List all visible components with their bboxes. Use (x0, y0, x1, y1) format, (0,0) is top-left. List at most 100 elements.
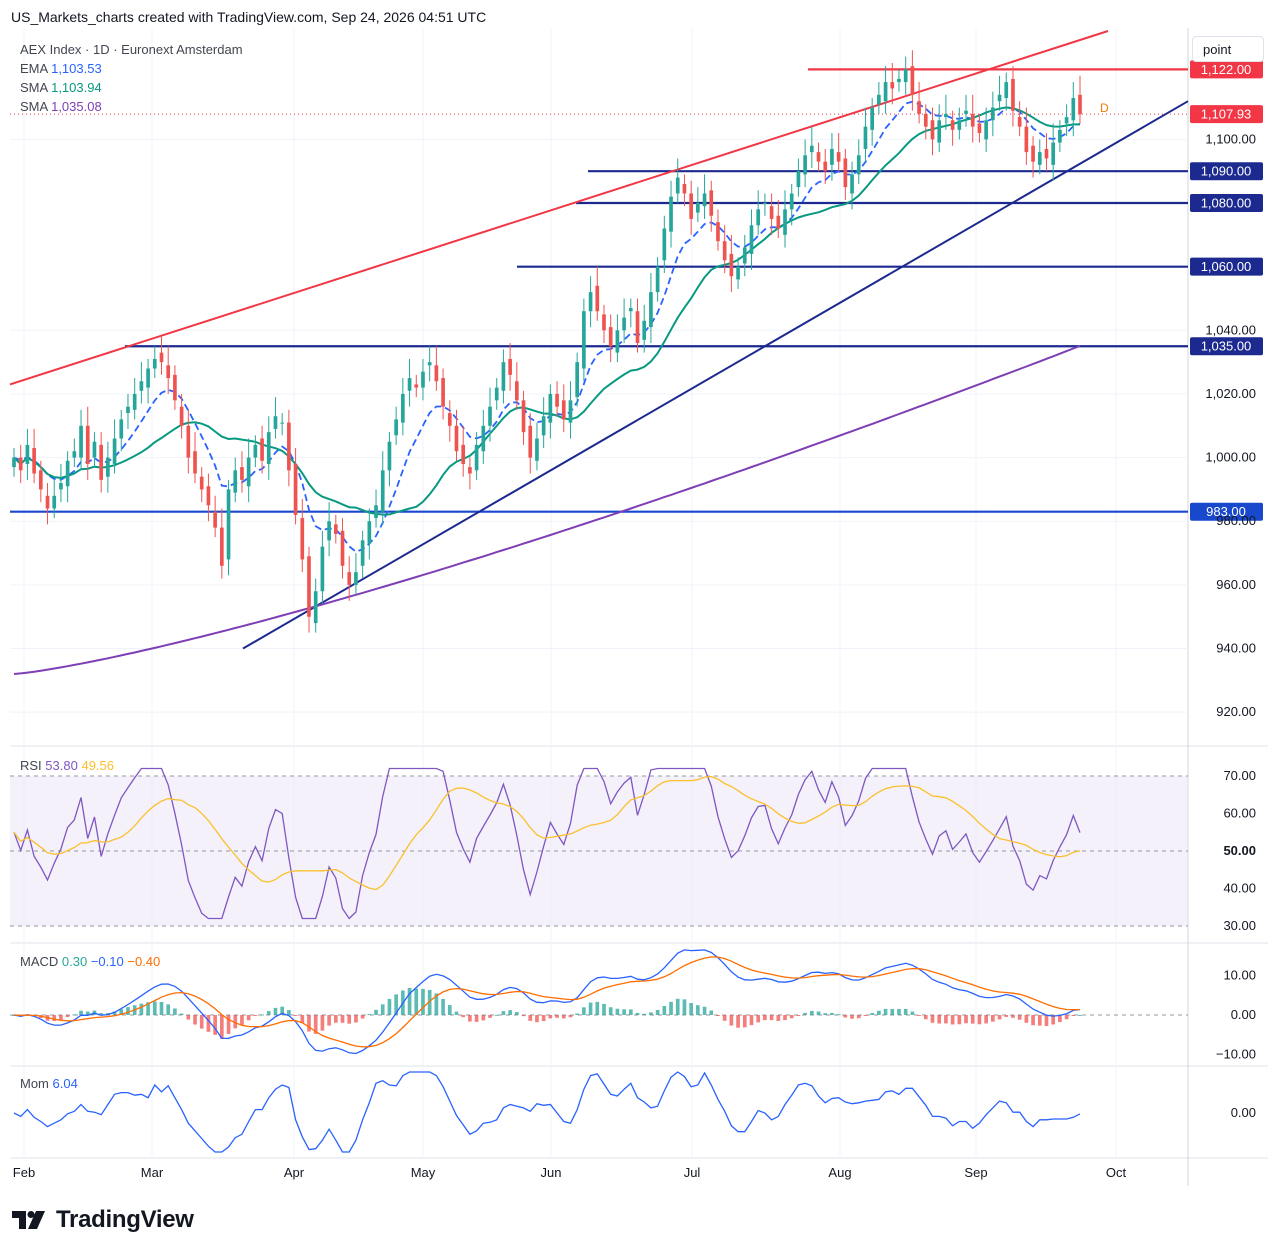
macd-histogram-bar (937, 1015, 942, 1024)
time-tick-label: Feb (13, 1165, 35, 1180)
candle-body (253, 444, 258, 458)
macd-histogram-bar (1071, 1015, 1076, 1016)
macd-histogram-bar (655, 1009, 660, 1015)
candle-body (535, 438, 539, 461)
sma-slow-label: SMA (20, 99, 48, 114)
momentum-pane (13, 1071, 1081, 1153)
candle-body (226, 489, 231, 560)
rsi-pane (13, 767, 1081, 920)
candle-body (716, 222, 720, 242)
candle-body (1017, 117, 1022, 127)
candle-body (25, 444, 30, 464)
candle-body (52, 495, 57, 509)
macd-histogram-bar (508, 1010, 512, 1015)
macd-pane (10, 949, 1188, 1055)
candle-body (179, 406, 184, 426)
candle-body (340, 530, 345, 566)
candle-body (756, 209, 761, 226)
macd-line-value: −0.10 (90, 954, 124, 969)
macd-histogram-bar (863, 1015, 868, 1016)
candle-body (930, 120, 935, 140)
resistance-trendline (9, 30, 1109, 386)
macd-histogram-bar (494, 1014, 499, 1016)
candle-body (702, 193, 707, 207)
candle-body (696, 203, 700, 213)
candle-body (213, 511, 217, 528)
macd-histogram-bar (434, 993, 439, 1015)
macd-histogram-bar (474, 1015, 479, 1022)
candle-body (38, 470, 43, 490)
level-price-tag (1190, 162, 1263, 181)
macd-histogram-bar (112, 1011, 117, 1015)
candle-body (72, 451, 77, 458)
candle-body (99, 444, 103, 480)
candle-body (575, 362, 580, 398)
candle-body (1064, 117, 1069, 124)
candle-body (32, 448, 36, 474)
candle-body (997, 94, 1002, 102)
macd-histogram-bar (789, 1015, 794, 1019)
candle-body (870, 107, 874, 130)
macd-histogram-bar (454, 1011, 459, 1015)
candle-body (233, 470, 238, 493)
symbol-title: AEX Index · 1D · Euronext Amsterdam (20, 42, 243, 57)
candle-body (313, 591, 318, 624)
macd-histogram-bar (783, 1015, 787, 1021)
macd-histogram-bar (568, 1015, 573, 1018)
level-price-label: 1,060.00 (1201, 259, 1252, 274)
candle-body (1078, 94, 1082, 115)
candle-body (287, 422, 291, 471)
candle-body (220, 527, 224, 566)
candle-body (454, 425, 459, 452)
candle-body (367, 521, 372, 544)
macd-histogram-bar (991, 1015, 995, 1022)
candle-body (246, 457, 251, 487)
macd-histogram-bar (662, 1006, 667, 1015)
macd-histogram-bar (890, 1008, 895, 1015)
candle-body (742, 247, 747, 264)
macd-histogram-bar (340, 1015, 345, 1023)
macd-histogram-bar (722, 1015, 727, 1021)
time-tick-label: Jun (541, 1165, 562, 1180)
dividend-marker: D (1100, 101, 1109, 115)
time-tick-label: Apr (284, 1165, 305, 1180)
candle-body (501, 362, 506, 391)
candle-body (92, 441, 97, 458)
macd-histogram-bar (729, 1015, 734, 1026)
candle-body (682, 183, 687, 194)
candle-body (488, 406, 492, 426)
scale-mode-button[interactable]: point (1192, 36, 1264, 62)
macd-histogram-bar (59, 1015, 63, 1020)
macd-histogram-bar (246, 1015, 251, 1021)
price-tick-label: 960.00 (1216, 577, 1256, 592)
macd-histogram-bar (702, 1006, 707, 1015)
candle-body (689, 193, 693, 219)
macd-histogram-bar (333, 1015, 338, 1023)
macd-histogram-bar (696, 1005, 700, 1015)
macd-histogram-bar (468, 1015, 472, 1022)
macd-histogram-bar (923, 1015, 928, 1020)
rsi-legend: RSI 53.80 49.56 (20, 758, 114, 773)
macd-histogram-bar (427, 989, 432, 1015)
candle-body (877, 94, 881, 105)
candle-body (588, 292, 593, 312)
candle-body (45, 495, 50, 509)
mom-value: 6.04 (52, 1076, 78, 1091)
macd-histogram-bar (126, 1007, 130, 1015)
candle-body (856, 155, 861, 175)
tradingview-logo-text: TradingView (56, 1206, 194, 1233)
candle-body (568, 400, 573, 423)
macd-histogram-bar (535, 1015, 539, 1023)
candle-body (193, 451, 197, 474)
macd-histogram-bar (682, 999, 687, 1015)
ema-value: 1,103.53 (51, 61, 102, 76)
candle-body (401, 393, 405, 423)
candle-body (300, 518, 305, 560)
level-price-label: 1,035.00 (1201, 339, 1252, 354)
macd-signal-value: −0.40 (127, 954, 161, 969)
candle-body (494, 387, 499, 401)
candle-body (1058, 129, 1062, 143)
mom-label: Mom (20, 1076, 49, 1091)
macd-histogram-bar (313, 1015, 318, 1034)
